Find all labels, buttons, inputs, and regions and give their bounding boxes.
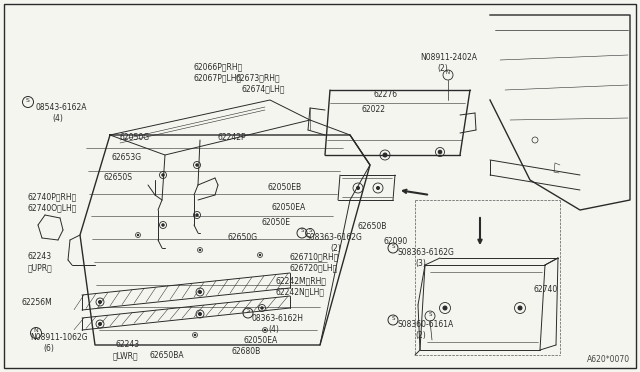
Text: 62242N〈LH〉: 62242N〈LH〉 <box>275 287 324 296</box>
Circle shape <box>438 150 442 154</box>
Text: 62650B: 62650B <box>358 222 387 231</box>
Circle shape <box>518 306 522 310</box>
Circle shape <box>162 224 164 226</box>
Circle shape <box>376 186 380 189</box>
Text: (2): (2) <box>415 331 426 340</box>
Text: N: N <box>34 328 38 334</box>
Text: 62650G: 62650G <box>228 233 258 242</box>
Text: 62050EB: 62050EB <box>267 183 301 192</box>
Text: 62653G: 62653G <box>112 153 142 162</box>
Text: 62740P〈RH〉: 62740P〈RH〉 <box>28 192 77 201</box>
Text: (4): (4) <box>52 114 63 123</box>
Text: S: S <box>308 228 312 234</box>
Circle shape <box>259 254 261 256</box>
Text: 62242M〈RH〉: 62242M〈RH〉 <box>275 276 326 285</box>
Circle shape <box>356 186 360 189</box>
Text: S: S <box>428 311 432 317</box>
Circle shape <box>162 174 164 176</box>
Circle shape <box>99 301 102 304</box>
Text: 〈LWR〉: 〈LWR〉 <box>113 351 139 360</box>
Circle shape <box>198 312 202 315</box>
Text: 62067P〈LH〉: 62067P〈LH〉 <box>193 73 241 82</box>
Circle shape <box>383 153 387 157</box>
Text: 626710〈RH〉: 626710〈RH〉 <box>289 252 339 261</box>
Text: 〈UPR〉: 〈UPR〉 <box>28 263 52 272</box>
Text: 62256M: 62256M <box>22 298 52 307</box>
Text: S: S <box>246 308 250 314</box>
Text: 626720〈LH〉: 626720〈LH〉 <box>289 263 337 272</box>
Text: S: S <box>26 97 30 103</box>
Text: S: S <box>391 315 395 321</box>
Text: S: S <box>300 228 304 234</box>
Text: N: N <box>446 71 450 76</box>
Circle shape <box>196 164 198 166</box>
Circle shape <box>196 214 198 216</box>
Text: 08543-6162A: 08543-6162A <box>36 103 88 112</box>
Circle shape <box>264 329 266 331</box>
Text: 62050E: 62050E <box>261 218 290 227</box>
Text: 62673〈RH〉: 62673〈RH〉 <box>235 73 280 82</box>
Text: 62674〈LH〉: 62674〈LH〉 <box>242 84 285 93</box>
Circle shape <box>137 234 139 236</box>
Circle shape <box>99 323 102 326</box>
Text: 62050EA: 62050EA <box>271 203 305 212</box>
Text: S08363-6162G: S08363-6162G <box>397 248 454 257</box>
Circle shape <box>194 334 196 336</box>
Text: A620*0070: A620*0070 <box>587 355 630 364</box>
Text: (4): (4) <box>268 325 279 334</box>
Circle shape <box>199 249 201 251</box>
Text: N08911-1062G: N08911-1062G <box>30 333 88 342</box>
Text: 62740: 62740 <box>533 285 557 294</box>
Text: 62050EA: 62050EA <box>243 336 277 345</box>
Text: 62650BA: 62650BA <box>150 351 184 360</box>
Text: 62650S: 62650S <box>103 173 132 182</box>
Circle shape <box>261 307 263 309</box>
Text: S08363-6162G: S08363-6162G <box>305 233 362 242</box>
Text: 62090: 62090 <box>384 237 408 246</box>
Text: (3): (3) <box>415 259 426 268</box>
Text: 62680B: 62680B <box>232 347 261 356</box>
Text: 62050G: 62050G <box>120 133 150 142</box>
Circle shape <box>443 306 447 310</box>
Text: (2): (2) <box>437 64 448 73</box>
Text: N08911-2402A: N08911-2402A <box>420 53 477 62</box>
Text: 62740O〈LH〉: 62740O〈LH〉 <box>28 203 77 212</box>
Text: (6): (6) <box>43 344 54 353</box>
Text: 62242P: 62242P <box>218 133 246 142</box>
Text: 62243: 62243 <box>28 252 52 261</box>
Text: 62066P〈RH〉: 62066P〈RH〉 <box>193 62 243 71</box>
Text: 62243: 62243 <box>116 340 140 349</box>
Circle shape <box>198 291 202 294</box>
Text: 62276: 62276 <box>374 90 398 99</box>
Text: 62022: 62022 <box>362 105 386 114</box>
Text: 08363-6162H: 08363-6162H <box>252 314 304 323</box>
Text: (2): (2) <box>330 244 340 253</box>
Text: S08360-6161A: S08360-6161A <box>397 320 453 329</box>
Text: S: S <box>391 244 395 248</box>
